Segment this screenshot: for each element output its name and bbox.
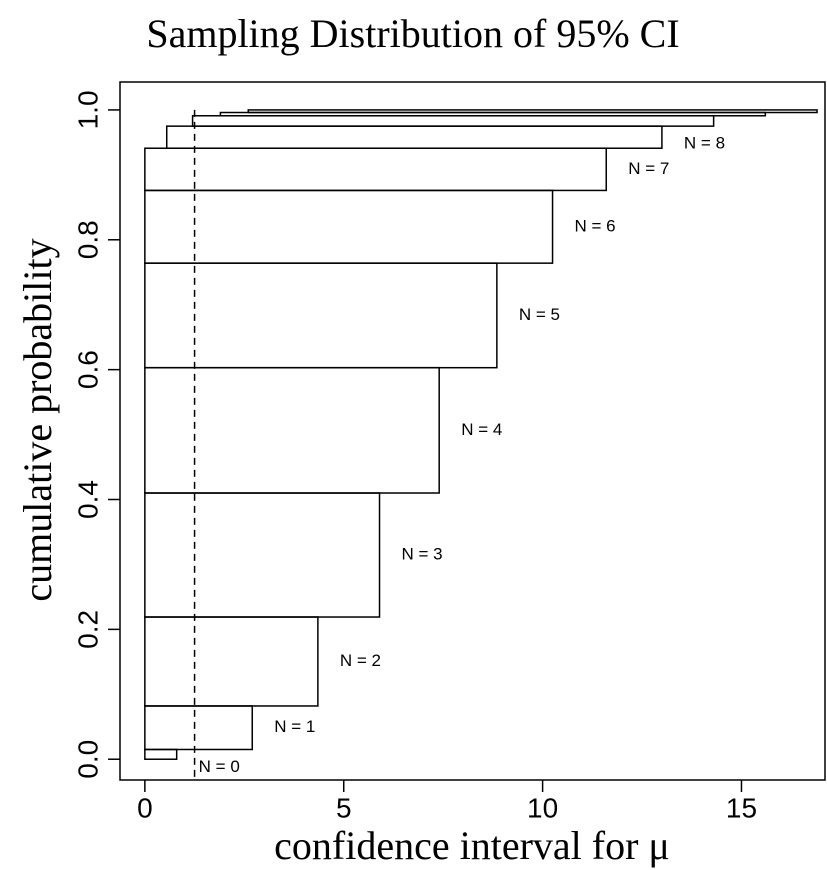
y-tick-label: 0.6 bbox=[72, 350, 103, 389]
x-tick-label: 0 bbox=[137, 792, 153, 823]
chart-title: Sampling Distribution of 95% CI bbox=[146, 11, 679, 56]
plot-frame bbox=[119, 81, 826, 781]
interval-box bbox=[144, 492, 381, 618]
y-axis-label: cumulative probability bbox=[15, 238, 60, 601]
interval-box bbox=[247, 109, 818, 114]
interval-label: N = 3 bbox=[402, 545, 443, 564]
interval-box bbox=[144, 262, 498, 369]
y-tick-label: 0.8 bbox=[72, 220, 103, 259]
interval-box bbox=[144, 705, 253, 751]
interval-label: N = 7 bbox=[628, 159, 669, 178]
interval-box bbox=[144, 189, 554, 264]
interval-box bbox=[144, 147, 607, 192]
x-tick-label: 5 bbox=[336, 792, 352, 823]
y-tick-label: 0.4 bbox=[72, 480, 103, 519]
interval-label: N = 2 bbox=[340, 651, 381, 670]
interval-label: N = 0 bbox=[199, 757, 240, 776]
interval-box bbox=[144, 366, 440, 494]
interval-label: N = 4 bbox=[461, 420, 502, 439]
interval-label: N = 8 bbox=[684, 134, 725, 153]
interval-label: N = 1 bbox=[274, 717, 315, 736]
x-tick-label: 15 bbox=[726, 792, 757, 823]
interval-box bbox=[144, 748, 178, 760]
x-tick-label: 10 bbox=[527, 792, 558, 823]
y-tick-label: 0.2 bbox=[72, 610, 103, 649]
y-tick-label: 1.0 bbox=[72, 90, 103, 129]
interval-label: N = 5 bbox=[519, 305, 560, 324]
interval-label: N = 6 bbox=[575, 216, 616, 235]
x-axis-label: confidence interval for μ bbox=[274, 823, 670, 868]
interval-box bbox=[165, 125, 663, 149]
interval-box bbox=[191, 115, 715, 127]
interval-box bbox=[144, 616, 319, 707]
y-tick-label: 0.0 bbox=[72, 740, 103, 779]
